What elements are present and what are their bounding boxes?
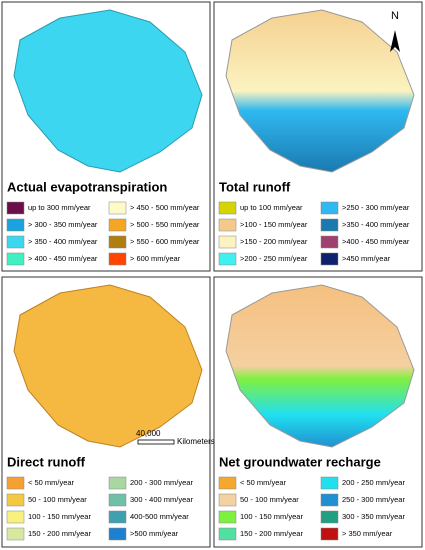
legend-label: 50 - 100 mm/year [28, 495, 87, 504]
legend-label: 300 - 350 mm/year [342, 512, 405, 521]
legend-swatch [218, 218, 237, 232]
legend-swatch [6, 218, 25, 232]
legend-swatch [320, 476, 339, 490]
legend-swatch [320, 252, 339, 266]
legend-swatch [320, 527, 339, 541]
legend-swatch [108, 510, 127, 524]
legend-swatch [108, 235, 127, 249]
panel-title: Direct runoff [7, 454, 86, 469]
legend-swatch [108, 476, 127, 490]
legend-swatch [218, 252, 237, 266]
legend-swatch [6, 235, 25, 249]
legend-label: 50 - 100 mm/year [240, 495, 299, 504]
legend-label: < 50 mm/year [240, 478, 287, 487]
legend-swatch [6, 252, 25, 266]
legend-swatch [218, 201, 237, 215]
legend-swatch [6, 527, 25, 541]
legend-label: > 300 - 350 mm/year [28, 220, 98, 229]
legend-swatch [320, 493, 339, 507]
legend-swatch [6, 510, 25, 524]
legend-label: >100 - 150 mm/year [240, 220, 308, 229]
legend-label: >150 - 200 mm/year [240, 237, 308, 246]
legend-label: 100 - 150 mm/year [240, 512, 303, 521]
legend-swatch [218, 510, 237, 524]
legend-label: >450 mm/year [342, 254, 391, 263]
legend-label: 250 - 300 mm/year [342, 495, 405, 504]
legend-swatch [320, 218, 339, 232]
legend-swatch [320, 201, 339, 215]
scale-value: 40,000 [136, 429, 161, 438]
legend-label: >500 mm/year [130, 529, 179, 538]
panel-title: Net groundwater recharge [219, 454, 381, 469]
legend-label: 300 - 400 mm/year [130, 495, 193, 504]
panel-frame [1, 1, 211, 272]
panel-title: Total runoff [219, 179, 291, 194]
legend-swatch [6, 493, 25, 507]
panel-frame [213, 1, 423, 272]
legend-swatch [108, 493, 127, 507]
legend-swatch [218, 527, 237, 541]
legend-label: 200 - 250 mm/year [342, 478, 405, 487]
legend-label: > 500 - 550 mm/year [130, 220, 200, 229]
legend-swatch [108, 218, 127, 232]
legend-label: > 350 - 400 mm/year [28, 237, 98, 246]
legend-label: > 400 - 450 mm/year [28, 254, 98, 263]
legend-label: >250 - 300 mm/year [342, 203, 410, 212]
legend-label: >200 - 250 mm/year [240, 254, 308, 263]
legend-label: > 450 - 500 mm/year [130, 203, 200, 212]
legend-label: >400 - 450 mm/year [342, 237, 410, 246]
legend-label: up to 100 mm/year [240, 203, 303, 212]
map-area [13, 9, 203, 173]
legend-label: > 350 mm/year [342, 529, 393, 538]
legend-swatch [108, 527, 127, 541]
map-area [225, 9, 415, 173]
legend-swatch [320, 510, 339, 524]
legend-label: > 600 mm/year [130, 254, 181, 263]
map-area [13, 284, 203, 448]
legend-label: 100 - 150 mm/year [28, 512, 91, 521]
legend-label: >350 - 400 mm/year [342, 220, 410, 229]
north-label: N [391, 10, 399, 22]
legend-label: 150 - 200 mm/year [28, 529, 91, 538]
panel-title: Actual evapotranspiration [7, 179, 167, 194]
legend-swatch [218, 235, 237, 249]
legend-swatch [108, 201, 127, 215]
legend-label: 150 - 200 mm/year [240, 529, 303, 538]
legend-swatch [6, 201, 25, 215]
legend-swatch [108, 252, 127, 266]
legend-label: < 50 mm/year [28, 478, 75, 487]
panel-frame [1, 276, 211, 548]
legend-label: up to 300 mm/year [28, 203, 91, 212]
north-arrow [390, 30, 400, 52]
legend-swatch [218, 476, 237, 490]
scale-unit: Kilometers [177, 437, 215, 446]
legend-swatch [6, 476, 25, 490]
legend-swatch [218, 493, 237, 507]
legend-label: 200 - 300 mm/year [130, 478, 193, 487]
map-area [225, 284, 415, 448]
legend-swatch [320, 235, 339, 249]
legend-label: 400-500 mm/year [130, 512, 189, 521]
legend-label: > 550 - 600 mm/year [130, 237, 200, 246]
panel-frame [213, 276, 423, 548]
scale-bar [137, 439, 175, 445]
